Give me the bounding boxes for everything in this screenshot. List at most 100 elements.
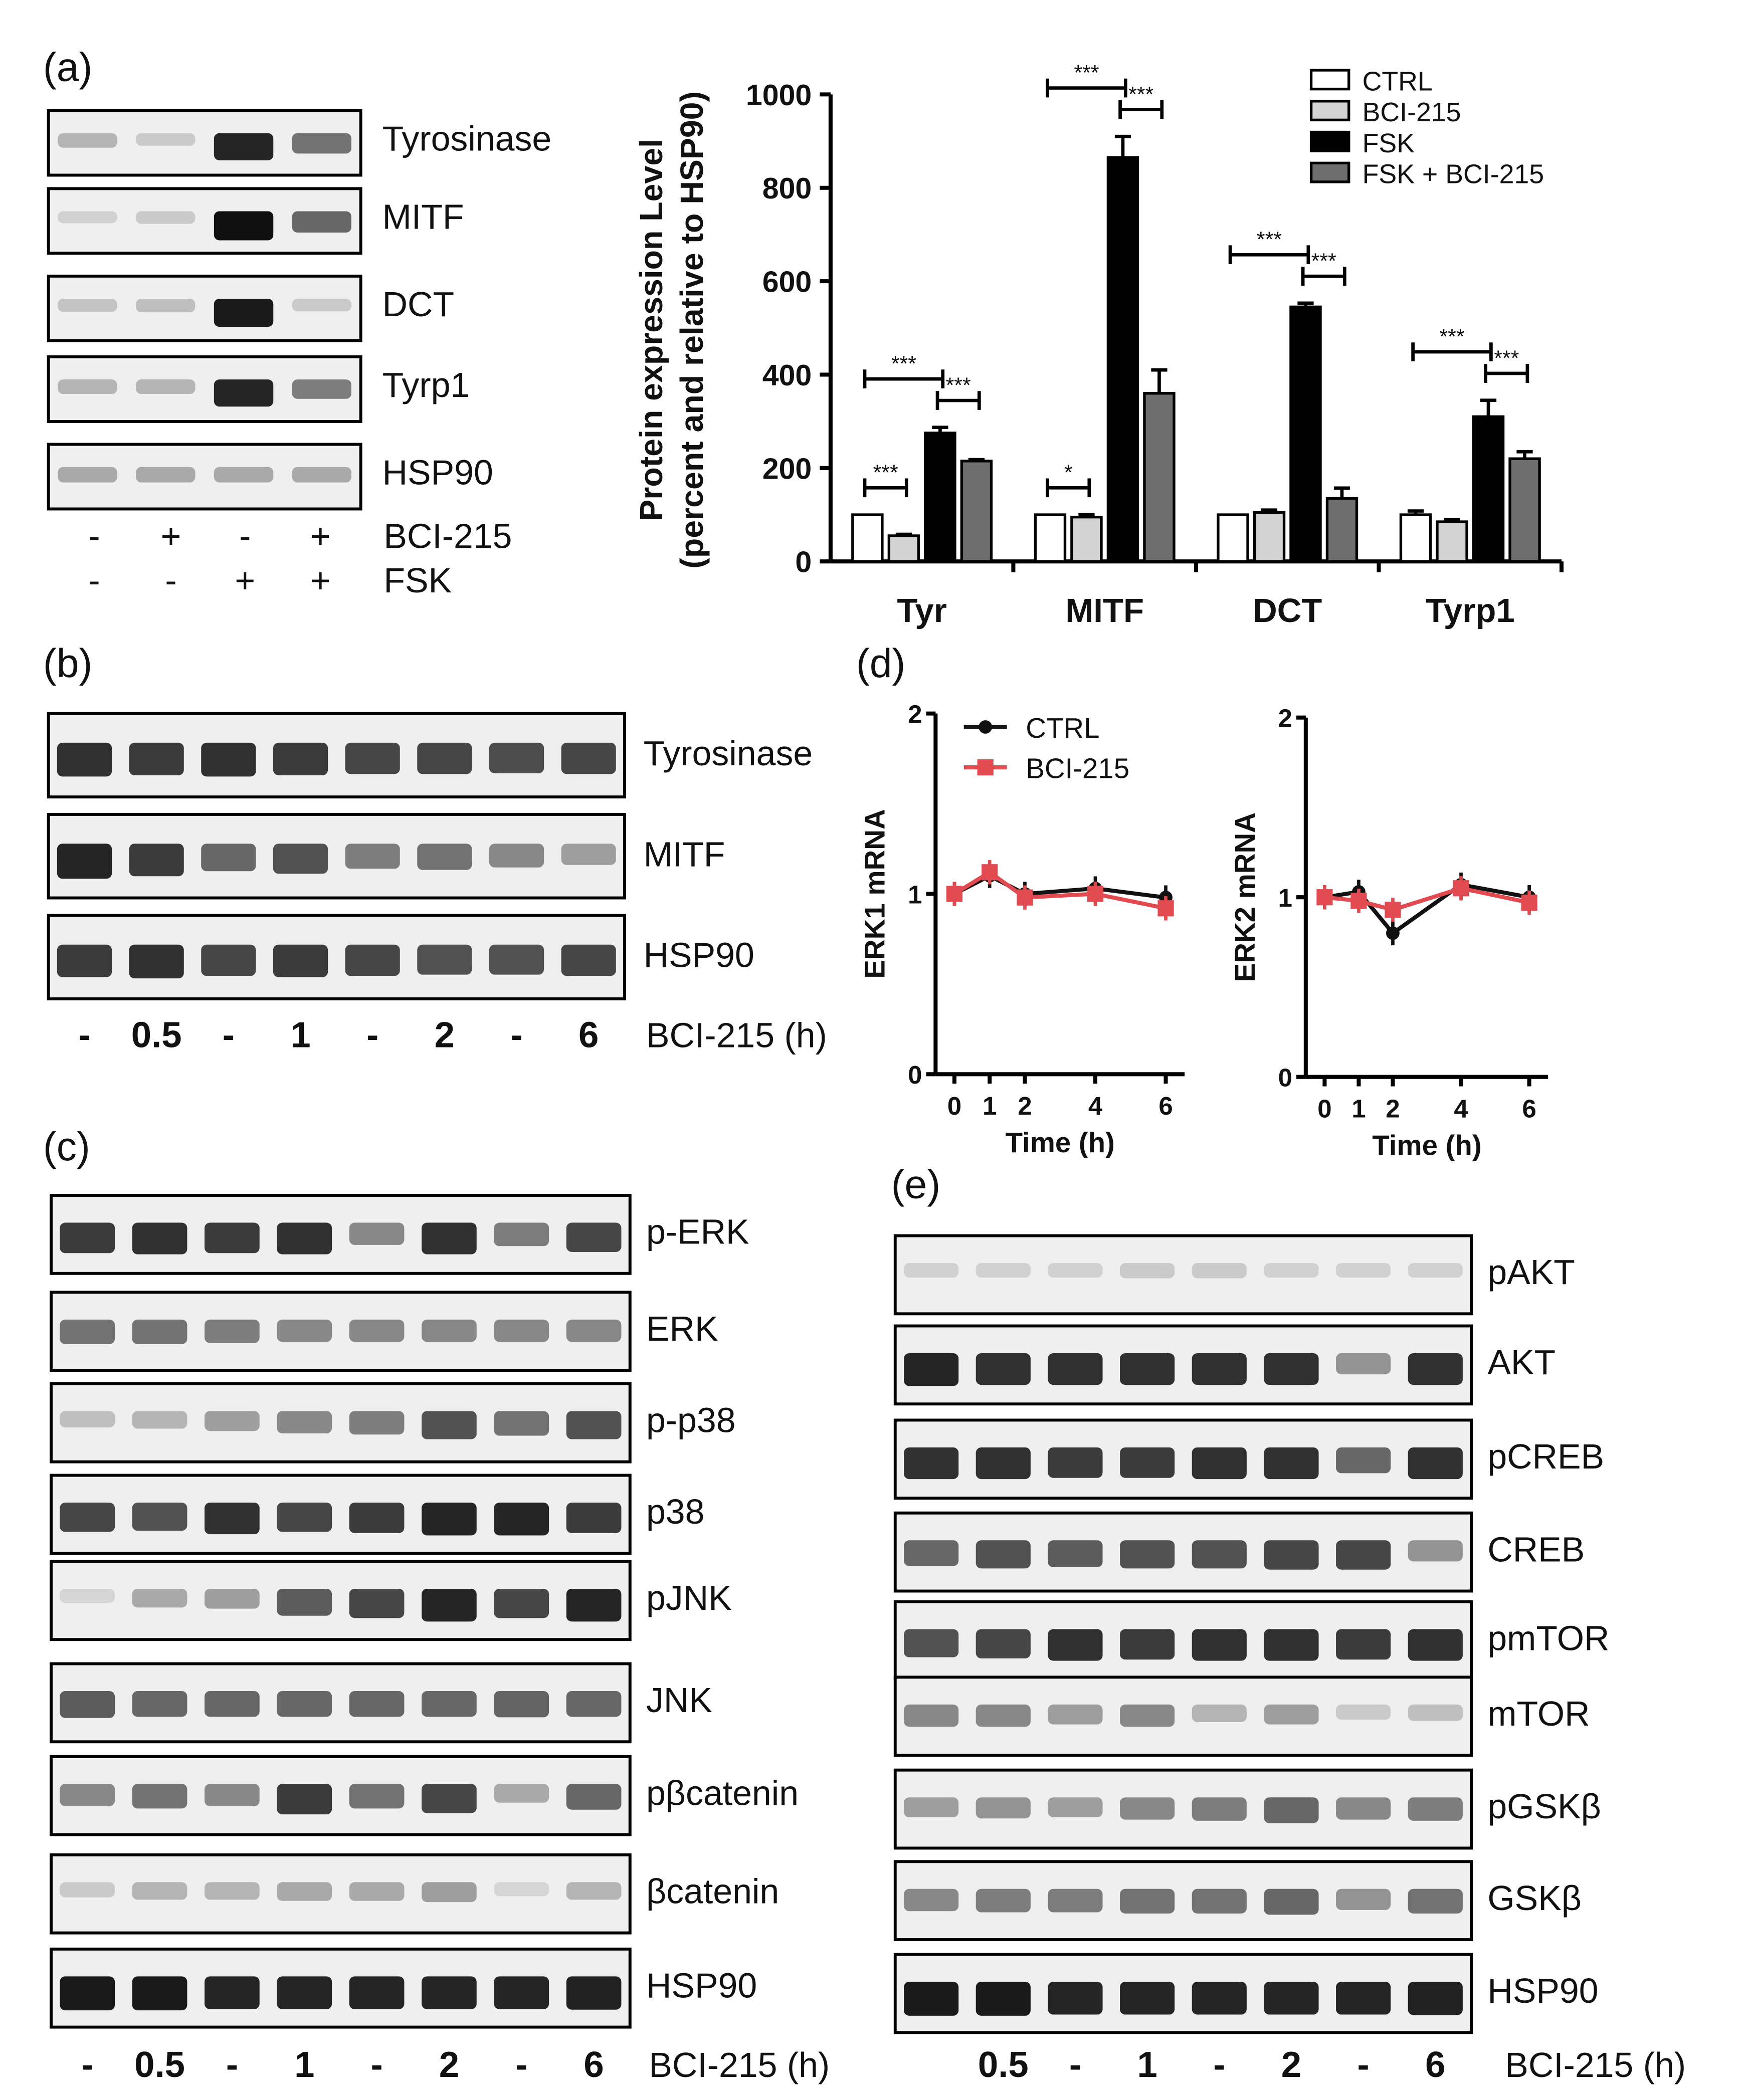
blot-band	[566, 1503, 622, 1533]
blot-band	[904, 1263, 959, 1278]
legend-label-ctrl: CTRL	[1363, 66, 1433, 96]
legend-label-bci-215: BCI-215	[1026, 753, 1129, 784]
blot-band	[57, 742, 112, 777]
blot-band	[976, 1888, 1031, 1913]
blot-band	[1192, 1353, 1247, 1385]
blot-band	[1192, 1540, 1247, 1569]
bar-ctrl-tyr	[851, 513, 884, 563]
x-tick-label: 4	[1088, 1092, 1103, 1120]
blot-band	[214, 133, 274, 160]
blot-band	[1120, 1629, 1175, 1660]
legend-label-fsk-bci-215: FSK + BCI-215	[1363, 159, 1544, 189]
blot-band	[1120, 1982, 1175, 2015]
blot-band	[277, 1222, 332, 1254]
blot-band	[494, 1319, 549, 1342]
significance-label: ***	[1074, 61, 1099, 85]
blot-label-creb: CREB	[1487, 1530, 1585, 1569]
y-tick-label: 800	[762, 172, 812, 205]
blot-band	[1120, 1353, 1175, 1385]
blot-band	[1264, 1263, 1319, 1278]
blot-band	[1192, 1797, 1247, 1821]
blot-band	[60, 1882, 115, 1898]
blot-band	[1408, 1704, 1463, 1721]
bar-ctrl-dct	[1217, 513, 1249, 563]
blot-band	[1408, 1982, 1463, 2015]
panel-e-blots: pAKT AKT pCREB CREB pmTOR mTOR pGSKβ GSKβ HSP90 0…	[893, 1234, 1686, 2085]
blot-label-mtor: mTOR	[1487, 1694, 1590, 1733]
time-label: 1	[290, 1015, 310, 1056]
blot-label-gsk: GSKβ	[1487, 1878, 1582, 1918]
blot-band	[1336, 1888, 1391, 1910]
blot-band	[132, 1691, 187, 1717]
y-tick-label: 200	[762, 452, 812, 485]
blot-band	[277, 1882, 332, 1901]
time-label: -	[226, 2044, 238, 2085]
blot-label-akt: AKT	[1487, 1343, 1555, 1382]
blot-band	[136, 133, 196, 146]
y-tick-label: 400	[762, 359, 812, 392]
blot-band	[60, 1411, 115, 1428]
blot-band	[60, 1222, 115, 1253]
significance-label: ***	[1494, 346, 1519, 370]
blot-band	[904, 1797, 959, 1817]
blot-band	[273, 944, 328, 977]
blot-label-p38: p38	[646, 1492, 704, 1531]
x-tick-label: 2	[1386, 1094, 1400, 1123]
y-axis-label: ERK1 mRNA	[859, 809, 890, 978]
blot-band	[58, 379, 117, 394]
blot-band	[1336, 1263, 1391, 1278]
blot-band	[1408, 1629, 1463, 1661]
blot-band	[292, 211, 351, 233]
blot-band	[422, 1588, 477, 1622]
blot-band	[345, 844, 400, 869]
blot-band	[1264, 1629, 1319, 1661]
blot-label-tyrosinase: Tyrosinase	[644, 734, 813, 773]
x-tick-label: 6	[1522, 1094, 1536, 1123]
blot-band	[292, 299, 351, 312]
bar-fsk-bci-215-tyrp1	[1508, 457, 1541, 563]
legend-swatch-bci-215	[1309, 100, 1350, 122]
blot-band	[566, 1411, 622, 1439]
bar-ctrl-mitf	[1034, 513, 1067, 563]
bar-bci-215-tyr	[887, 534, 920, 563]
blot-band	[349, 1319, 405, 1342]
x-tick-label: 4	[1454, 1094, 1468, 1123]
blot-label-mitf: MITF	[382, 197, 464, 236]
blot-band	[1336, 1540, 1391, 1570]
blot-band	[214, 379, 274, 407]
blot-band	[904, 1540, 959, 1566]
blot-band	[1048, 1353, 1103, 1385]
blot-band	[1264, 1797, 1319, 1823]
legend-label-ctrl: CTRL	[1026, 712, 1099, 744]
blot-band	[132, 1976, 187, 2011]
blot-band	[60, 1588, 115, 1603]
blot-band	[1120, 1888, 1175, 1914]
blot-band	[1120, 1540, 1175, 1569]
blot-band	[494, 1976, 549, 2009]
blot-band	[292, 133, 351, 154]
blot-band	[132, 1222, 187, 1254]
blot-band	[205, 1691, 260, 1717]
blot-band	[1336, 1797, 1391, 1820]
x-axis-label: Time (h)	[1372, 1129, 1481, 1161]
bar-chart: 0 200 400 600 800 1000 Protein expression Leve…	[633, 61, 1564, 629]
blot-band	[494, 1588, 549, 1618]
time-label: -	[510, 1015, 522, 1056]
blot-band	[132, 1411, 187, 1429]
blot-band	[201, 742, 256, 777]
blot-band	[205, 1882, 260, 1900]
bar-fsk-tyr	[924, 432, 956, 563]
bar-fsk-dct	[1289, 305, 1322, 563]
blot-band	[494, 1691, 549, 1718]
blot-label-hsp90: HSP90	[646, 1966, 757, 2005]
bar-bci-215-mitf	[1070, 515, 1103, 563]
blot-band	[277, 1503, 332, 1532]
time-label: 6	[1425, 2044, 1445, 2085]
time-axis-title: BCI-215 (h)	[1505, 2045, 1686, 2084]
blot-band	[277, 1319, 332, 1342]
y-tick-label: 0	[1278, 1064, 1292, 1092]
blot-band	[136, 379, 196, 394]
blot-band	[345, 944, 400, 976]
blot-band	[489, 944, 544, 975]
